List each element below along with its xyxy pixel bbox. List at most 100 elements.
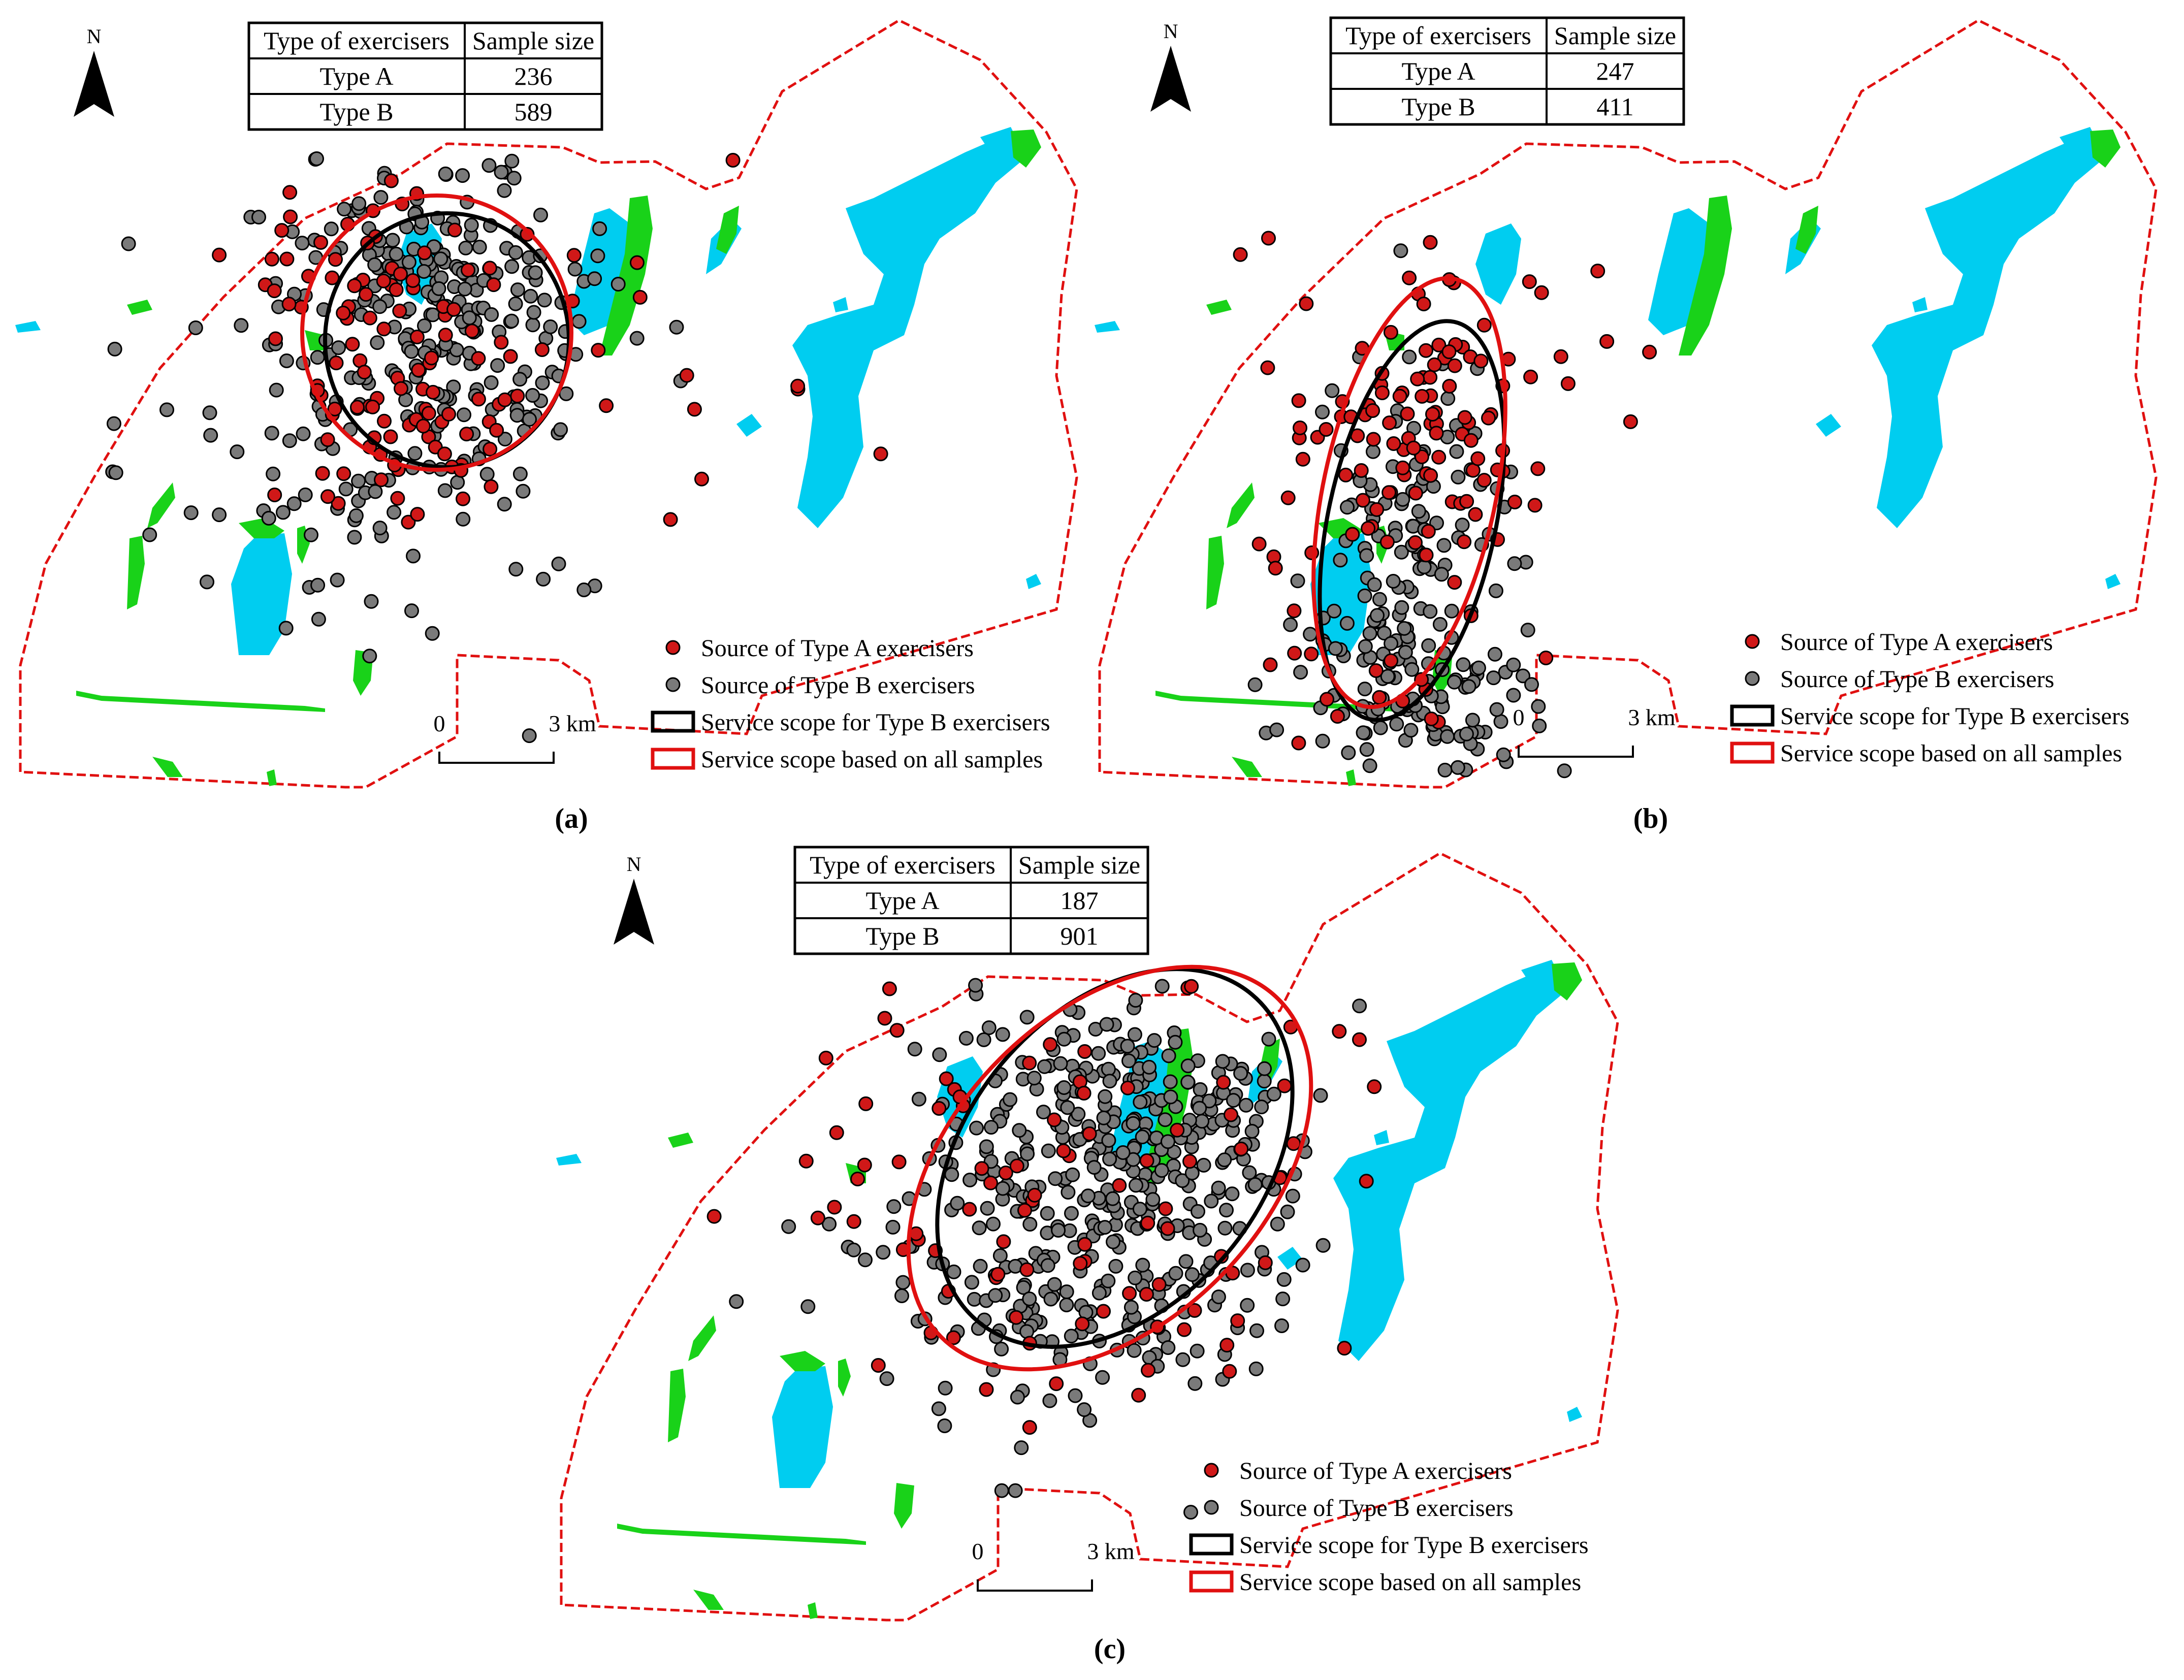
type-b-point <box>504 153 520 169</box>
type-b-point <box>1099 1017 1114 1032</box>
type-b-point <box>1053 1056 1068 1071</box>
type-b-point <box>401 254 416 270</box>
type-b-point <box>1436 538 1452 553</box>
type-b-point <box>522 728 537 744</box>
type-b-point <box>458 240 473 255</box>
type-b-point <box>1373 720 1388 735</box>
type-a-point <box>1293 421 1307 435</box>
type-b-point <box>822 1216 837 1232</box>
type-b-point <box>1147 1033 1162 1048</box>
type-b-point <box>269 382 284 398</box>
type-b-point <box>261 510 276 526</box>
type-b-point <box>1127 1343 1142 1358</box>
type-a-point <box>1423 235 1438 250</box>
panel-caption-c: (c) <box>1094 1633 1126 1665</box>
type-a-point <box>1457 534 1472 550</box>
type-a-point <box>1304 647 1319 662</box>
scale-end: 3 km <box>549 710 596 736</box>
type-b-point <box>1496 747 1511 762</box>
type-a-point <box>376 273 391 288</box>
scale-end: 3 km <box>1087 1538 1135 1564</box>
type-b-point <box>1056 1080 1072 1095</box>
red-rectangle-swatch-icon <box>651 748 695 770</box>
type-b-point <box>986 1216 1001 1232</box>
legend-item-type-a: Source of Type A exercisers <box>1780 629 2053 656</box>
type-a-point <box>1338 467 1354 482</box>
type-a-point <box>725 153 741 168</box>
type-a-point <box>1076 1086 1091 1101</box>
type-b-point <box>1040 1206 1055 1221</box>
type-b-point <box>406 548 421 564</box>
type-b-point <box>506 171 522 186</box>
type-b-point <box>1315 404 1330 419</box>
type-b-point <box>1040 1258 1055 1273</box>
type-b-point <box>1242 1165 1257 1180</box>
type-b-point <box>1280 1204 1295 1219</box>
type-b-point <box>508 562 524 577</box>
type-a-point <box>1470 451 1486 466</box>
type-a-point <box>882 981 897 996</box>
table-cell-size-b: 411 <box>1596 92 1633 121</box>
north-label: N <box>627 853 641 876</box>
type-b-point <box>351 473 366 489</box>
type-b-point <box>504 259 520 274</box>
type-a-point <box>1431 449 1447 465</box>
type-b-point <box>537 293 552 308</box>
type-b-point <box>576 583 592 597</box>
type-b-point <box>1451 469 1466 484</box>
type-b-point <box>846 1242 861 1257</box>
type-a-point <box>790 378 806 394</box>
type-b-point <box>995 1027 1010 1042</box>
type-b-point <box>1175 1352 1191 1367</box>
type-a-point <box>484 479 499 494</box>
type-b-point <box>1219 1203 1234 1218</box>
type-a-point <box>1160 1221 1175 1236</box>
type-b-point <box>1022 1291 1037 1306</box>
sample-size-table-panel-b: Type of exercisers Sample size Type A 24… <box>1329 16 1685 126</box>
type-b-point <box>1065 1167 1080 1182</box>
type-b-point <box>1393 243 1408 259</box>
type-b-point <box>536 571 551 587</box>
type-b-point <box>1358 639 1373 654</box>
type-b-point <box>967 1291 982 1307</box>
type-b-point <box>278 621 294 636</box>
type-b-point <box>279 353 294 368</box>
type-b-point <box>1020 1146 1035 1161</box>
type-b-point <box>331 340 346 356</box>
type-b-point <box>1080 1188 1096 1204</box>
type-a-point <box>1022 1420 1037 1435</box>
table-cell-type-a: Type A <box>1401 57 1475 85</box>
type-a-point <box>1222 1364 1237 1379</box>
type-a-point <box>1468 507 1483 522</box>
type-b-point <box>497 183 512 198</box>
type-a-point <box>1382 415 1397 431</box>
type-a-point <box>1427 357 1442 372</box>
type-b-point <box>282 433 297 448</box>
type-b-point <box>1434 567 1449 582</box>
type-a-point <box>1047 1112 1062 1127</box>
type-b-point <box>1163 1074 1178 1089</box>
type-b-point <box>1456 657 1471 672</box>
type-a-point <box>706 1209 722 1224</box>
type-b-point <box>973 1258 988 1274</box>
type-b-point <box>1372 592 1387 607</box>
type-b-point <box>590 248 605 264</box>
type-b-point <box>1488 583 1503 598</box>
type-b-point <box>1384 636 1399 651</box>
type-a-point <box>1419 343 1433 358</box>
type-b-point <box>481 158 497 173</box>
type-a-point <box>417 245 432 261</box>
type-b-point <box>389 246 404 262</box>
black-rectangle-swatch-icon <box>1730 704 1775 727</box>
type-b-point <box>266 466 281 481</box>
type-b-point <box>1524 677 1539 692</box>
type-b-point <box>338 481 354 497</box>
type-a-point <box>1112 1178 1127 1193</box>
type-b-point <box>1274 1318 1289 1333</box>
type-b-point <box>372 521 388 536</box>
type-b-point <box>1380 669 1395 684</box>
type-b-point <box>455 168 470 183</box>
type-a-point <box>1538 651 1554 665</box>
type-b-point <box>1285 1188 1300 1204</box>
type-b-point <box>1123 1300 1139 1315</box>
